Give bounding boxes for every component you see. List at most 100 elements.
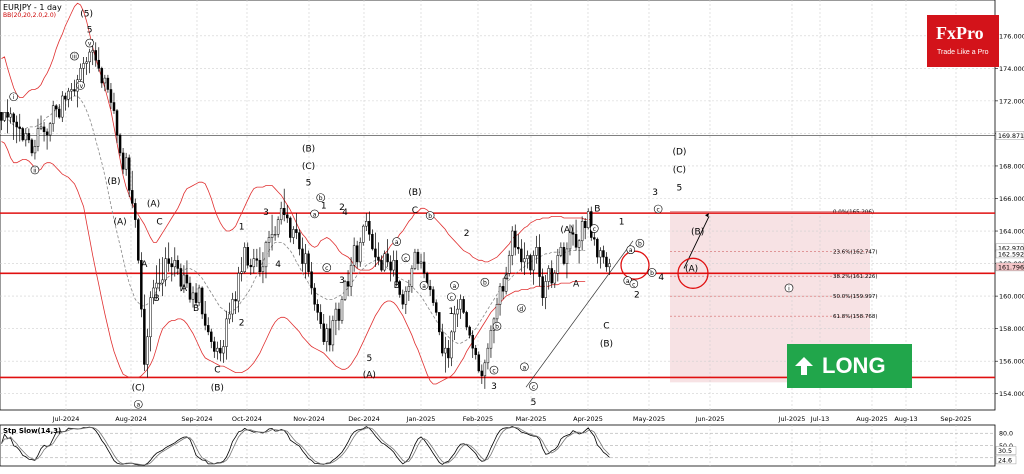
candle-body <box>12 113 15 123</box>
candle-body <box>200 287 204 315</box>
candle-body <box>586 211 590 229</box>
candle-body <box>15 121 18 128</box>
candle-body <box>553 273 557 284</box>
wave-label: d <box>519 306 523 313</box>
candle-body <box>529 255 532 271</box>
candle-body <box>501 286 505 292</box>
x-tick-label: Jul-2024 <box>52 415 80 423</box>
candle-body <box>161 279 164 284</box>
fib-label: 61.8%(158.768) <box>833 314 878 320</box>
wave-circle <box>9 92 18 102</box>
candle-body <box>292 229 295 238</box>
wave-circle <box>647 268 657 277</box>
candle-body <box>216 347 219 352</box>
candle-body <box>368 221 371 235</box>
wave-circle <box>134 399 143 409</box>
candle-body <box>270 234 274 238</box>
wave-label: (C) <box>302 162 315 172</box>
stoch-k-line <box>1 426 610 466</box>
candle-body <box>130 190 134 204</box>
wave-label: (B) <box>408 188 421 198</box>
wave-label: 5 <box>306 178 312 188</box>
x-tick-label: Jun-2025 <box>694 415 724 423</box>
wave-circle <box>635 238 645 248</box>
wave-label: A <box>573 279 580 289</box>
candle-body <box>252 258 256 268</box>
candle-body <box>94 50 97 61</box>
candle-body <box>507 255 511 274</box>
candle-body <box>301 248 304 264</box>
wave-label: 2 <box>239 318 245 328</box>
candle-body <box>185 274 189 284</box>
candle-body <box>143 308 146 365</box>
candle-body <box>137 219 140 261</box>
wave-label: B <box>193 304 199 314</box>
wave-label: (A) <box>685 265 698 275</box>
candle-body <box>514 230 517 248</box>
candle-body <box>450 331 453 359</box>
price-tag <box>995 262 1024 272</box>
y-tick-label: 174.000 <box>999 65 1024 73</box>
bollinger-lower-band <box>1 141 586 385</box>
candle-body <box>261 266 265 272</box>
price-tag-label: 169.871 <box>998 133 1024 140</box>
wave-circle <box>70 51 79 61</box>
candle-body <box>6 112 9 118</box>
x-tick-label: Jul-2025 <box>778 415 806 423</box>
candle-body <box>510 230 514 256</box>
candle-body <box>419 261 423 264</box>
x-tick-label: Mar-2025 <box>516 415 547 423</box>
y-tick-label: 160.000 <box>999 293 1024 301</box>
candle-body <box>556 255 560 274</box>
candle-body <box>273 234 277 236</box>
fxpro-logo[interactable]: FxPro Trade Like a Pro <box>927 15 999 67</box>
candle-body <box>480 370 484 377</box>
wave-label: (A) <box>363 370 376 380</box>
candle-body <box>568 232 572 250</box>
x-tick-label: Jul-13 <box>810 415 829 423</box>
stoch-value-tag <box>995 455 1017 465</box>
y-tick-label: 156.000 <box>999 358 1024 366</box>
candle-body <box>352 245 356 266</box>
stoch-value-label: 24.6 <box>998 457 1012 464</box>
candle-body <box>541 276 544 298</box>
candle-body <box>27 133 31 141</box>
price-tag-label: 162.970 <box>998 245 1024 252</box>
candle-body <box>538 247 541 277</box>
fib-label: 38.2%(161.226) <box>833 274 878 280</box>
candle-body <box>267 237 271 243</box>
wave-label: a <box>313 211 317 218</box>
candle-body <box>577 240 581 248</box>
wave-label: (C) <box>673 165 686 175</box>
candle-body <box>456 308 459 315</box>
wave-label: (A) <box>147 200 160 210</box>
wave-circle <box>589 224 599 233</box>
candle-body <box>88 51 91 63</box>
wave-label: c <box>632 281 635 288</box>
wave-label: (A) <box>560 226 573 236</box>
candle-body <box>240 271 243 274</box>
wave-label: 2 <box>464 229 470 239</box>
candle-body <box>246 247 249 266</box>
candle-body <box>398 281 401 295</box>
brand-name: FxPro <box>936 23 984 43</box>
candle-body <box>164 258 167 281</box>
candle-body <box>471 334 474 349</box>
candle-body <box>599 250 602 258</box>
candle-body <box>580 221 584 242</box>
wave-label: C <box>412 206 418 216</box>
candle-body <box>322 323 325 342</box>
candle-body <box>118 134 122 154</box>
candle-body <box>103 77 107 84</box>
price-tag-label: 161.796 <box>998 264 1024 271</box>
candle-body <box>486 347 490 364</box>
wave-circle <box>626 245 636 254</box>
candle-body <box>170 263 173 268</box>
wave-circle <box>447 292 456 302</box>
arrow-up-icon <box>795 357 813 375</box>
wave-label: iii <box>72 54 77 61</box>
candle-body <box>109 89 113 103</box>
candle-body <box>124 157 128 170</box>
wave-label: a <box>523 364 527 371</box>
candle-body <box>416 251 420 264</box>
